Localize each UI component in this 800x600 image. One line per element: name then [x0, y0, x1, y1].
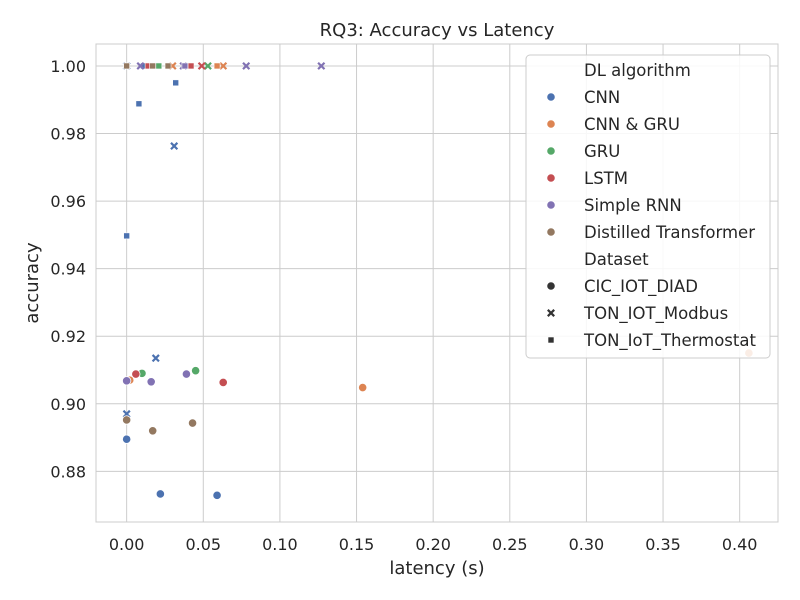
data-point — [203, 61, 212, 70]
data-point — [131, 369, 141, 379]
data-point — [170, 142, 179, 150]
y-tick-label: 0.94 — [50, 260, 86, 279]
y-tick-label: 0.98 — [50, 125, 86, 144]
legend-box — [525, 54, 771, 359]
legend-entry: LSTM — [584, 169, 628, 188]
legend-title-style: Dataset — [584, 250, 649, 269]
legend-entry: Simple RNN — [584, 196, 682, 215]
legend-marker — [546, 173, 556, 183]
data-point — [122, 415, 132, 425]
data-point — [181, 369, 192, 379]
data-point — [148, 426, 158, 436]
x-tick-label: 0.40 — [722, 535, 758, 554]
legend-marker — [547, 336, 555, 344]
data-point — [146, 377, 156, 387]
legend-marker — [547, 309, 555, 317]
data-point — [197, 61, 206, 70]
data-point — [135, 100, 143, 108]
legend-title-hue: DL algorithm — [584, 61, 691, 80]
y-tick-labels: 0.88 0.90 0.92 0.94 0.96 0.98 1.00 — [50, 57, 86, 481]
x-tick-labels: 0.00 0.05 0.10 0.15 0.20 0.25 0.30 0.35 0.40 — [109, 535, 758, 554]
legend-marker — [546, 227, 556, 237]
data-point — [317, 61, 326, 70]
legend-entry: CNN — [584, 88, 620, 107]
data-point — [187, 418, 198, 428]
x-axis-label: latency (s) — [389, 558, 484, 579]
legend-items: DL algorithm CNN CNN & GRU GRU LSTM Simple RN… — [546, 61, 756, 351]
legend-entry: TON_IOT_Modbus — [583, 304, 728, 324]
x-tick-label: 0.00 — [109, 535, 145, 554]
legend: DL algorithm CNN CNN & GRU GRU LSTM Simple RN… — [525, 54, 771, 359]
data-point — [164, 62, 172, 70]
data-point — [155, 489, 165, 499]
y-tick-label: 0.90 — [50, 395, 86, 414]
y-tick-label: 0.88 — [50, 462, 86, 481]
legend-entry: CIC_IOT_DIAD — [584, 277, 698, 297]
data-point — [181, 62, 189, 70]
data-point — [213, 62, 221, 70]
legend-entry: TON_IoT_Thermostat — [583, 331, 756, 351]
data-point — [123, 62, 130, 70]
data-point — [151, 354, 160, 363]
y-tick-label: 0.92 — [50, 327, 86, 346]
data-point — [155, 62, 163, 70]
legend-marker — [546, 146, 556, 156]
legend-entry: GRU — [584, 142, 620, 161]
data-point — [219, 61, 228, 70]
legend-entry: CNN & GRU — [584, 115, 680, 134]
legend-marker — [546, 281, 556, 291]
chart-title: RQ3: Accuracy vs Latency — [320, 20, 555, 41]
y-tick-label: 1.00 — [50, 57, 86, 76]
data-point — [191, 366, 201, 376]
data-point — [242, 61, 251, 70]
legend-marker — [546, 92, 556, 102]
legend-marker — [546, 200, 556, 210]
data-point — [122, 434, 132, 444]
data-point — [358, 382, 368, 393]
x-tick-label: 0.35 — [645, 535, 681, 554]
data-point — [218, 377, 228, 388]
data-point — [136, 61, 145, 70]
x-tick-label: 0.05 — [185, 535, 221, 554]
data-point — [187, 62, 195, 70]
legend-marker — [546, 119, 556, 129]
data-point — [122, 376, 132, 386]
data-point — [172, 79, 179, 87]
y-axis-label: accuracy — [22, 242, 43, 324]
legend-entry: Distilled Transformer — [584, 223, 755, 242]
plot-frame — [95, 43, 779, 523]
y-tick-label: 0.96 — [50, 192, 86, 211]
x-tick-label: 0.25 — [492, 535, 528, 554]
x-tick-label: 0.10 — [262, 535, 298, 554]
data-point — [123, 232, 130, 240]
x-tick-label: 0.20 — [415, 535, 451, 554]
x-tick-label: 0.15 — [339, 535, 375, 554]
x-tick-label: 0.30 — [569, 535, 605, 554]
data-point — [149, 62, 157, 70]
data-point — [212, 490, 222, 500]
